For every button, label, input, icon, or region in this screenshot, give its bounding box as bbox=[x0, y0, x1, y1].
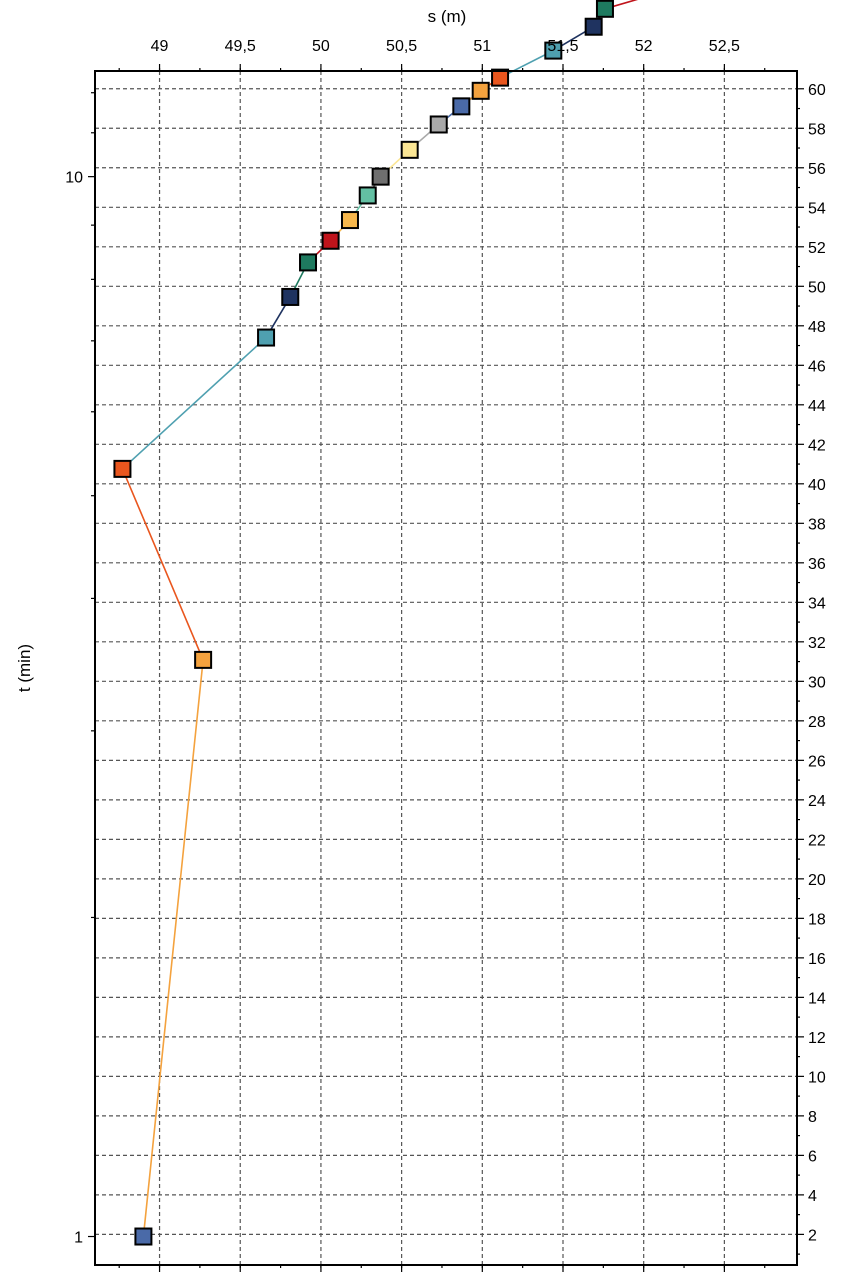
x-tick-label-top: 50 bbox=[312, 38, 330, 55]
series-segment bbox=[121, 468, 204, 661]
right-y-tick-label: 48 bbox=[808, 319, 826, 336]
data-point bbox=[340, 211, 359, 230]
x-tick-label-top: 50,5 bbox=[386, 38, 417, 55]
right-y-tick-label: 44 bbox=[808, 398, 826, 415]
data-point bbox=[321, 231, 340, 250]
data-point bbox=[471, 81, 490, 100]
axis-ticks bbox=[88, 64, 804, 1272]
right-y-tick-label: 60 bbox=[808, 82, 826, 99]
y-axis-title: t (min) bbox=[15, 644, 34, 692]
x-tick-label-top: 51,5 bbox=[547, 38, 578, 55]
data-point bbox=[113, 459, 132, 478]
right-y-tick-label: 26 bbox=[808, 753, 826, 770]
data-point bbox=[452, 97, 471, 116]
right-y-tick-label: 24 bbox=[808, 793, 826, 810]
data-point bbox=[134, 1227, 153, 1246]
data-point bbox=[491, 68, 510, 87]
right-y-tick-label: 16 bbox=[808, 951, 826, 968]
right-y-tick-label: 14 bbox=[808, 990, 826, 1007]
data-point bbox=[358, 186, 377, 205]
right-y-tick-label: 12 bbox=[808, 1030, 826, 1047]
series-segment bbox=[121, 336, 267, 470]
right-y-tick-label: 34 bbox=[808, 595, 826, 612]
right-y-tick-label: 4 bbox=[808, 1188, 817, 1205]
data-point bbox=[257, 328, 276, 347]
right-y-tick-label: 22 bbox=[808, 832, 826, 849]
right-y-tick-label: 40 bbox=[808, 477, 826, 494]
data-point bbox=[544, 41, 563, 60]
right-y-tick-label: 58 bbox=[808, 121, 826, 138]
left-y-tick-label: 10 bbox=[65, 170, 83, 187]
right-y-tick-label: 20 bbox=[808, 872, 826, 889]
right-y-tick-label: 18 bbox=[808, 911, 826, 928]
right-y-tick-label: 2 bbox=[808, 1227, 817, 1244]
data-points bbox=[113, 0, 614, 1246]
series-lines bbox=[121, 0, 639, 1237]
data-point bbox=[429, 115, 448, 134]
data-point bbox=[595, 0, 614, 18]
data-point bbox=[194, 650, 213, 669]
right-y-tick-label: 32 bbox=[808, 635, 826, 652]
right-y-tick-label: 50 bbox=[808, 279, 826, 296]
left-y-tick-label: 1 bbox=[74, 1230, 83, 1247]
tick-labels: 494949,549,5505050,550,5515151,551,55252… bbox=[65, 38, 826, 1247]
x-tick-label-top: 49 bbox=[151, 38, 169, 55]
right-y-tick-label: 56 bbox=[808, 161, 826, 178]
x-tick-label-top: 51 bbox=[473, 38, 491, 55]
x-axis-title: s (m) bbox=[428, 7, 467, 26]
right-y-tick-label: 38 bbox=[808, 516, 826, 533]
data-point bbox=[281, 287, 300, 306]
right-y-tick-label: 8 bbox=[808, 1109, 817, 1126]
plot-frame bbox=[94, 70, 798, 1266]
gridlines bbox=[95, 71, 797, 1265]
series-segment bbox=[604, 0, 639, 10]
right-y-tick-label: 10 bbox=[808, 1069, 826, 1086]
right-y-tick-label: 42 bbox=[808, 437, 826, 454]
data-point bbox=[584, 17, 603, 36]
x-tick-label-top: 49,5 bbox=[225, 38, 256, 55]
right-y-tick-label: 52 bbox=[808, 240, 826, 257]
x-tick-label-top: 52,5 bbox=[709, 38, 740, 55]
right-y-tick-label: 36 bbox=[808, 556, 826, 573]
right-y-tick-label: 54 bbox=[808, 200, 826, 217]
x-tick-label-top: 52 bbox=[635, 38, 653, 55]
right-y-tick-label: 28 bbox=[808, 714, 826, 731]
right-y-tick-label: 6 bbox=[808, 1148, 817, 1165]
series-segment bbox=[142, 659, 204, 1237]
right-y-tick-label: 30 bbox=[808, 674, 826, 691]
data-point bbox=[371, 167, 390, 186]
right-y-tick-label: 46 bbox=[808, 358, 826, 375]
data-point bbox=[400, 140, 419, 159]
data-point bbox=[299, 253, 318, 272]
